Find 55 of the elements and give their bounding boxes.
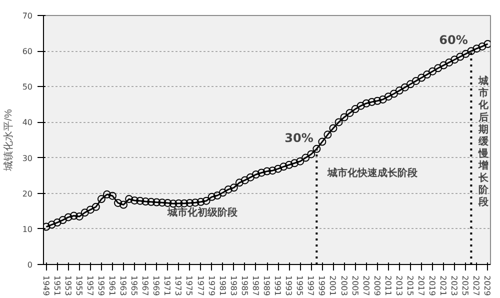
x-tick-label: 1987	[250, 276, 260, 296]
x-tick-label: 1995	[295, 276, 304, 296]
x-tick-label: 2009	[372, 276, 382, 296]
x-tick-label: 2001	[328, 276, 338, 296]
x-tick-label: 1967	[140, 276, 150, 296]
x-tick-label: 1953	[63, 276, 72, 296]
annotation: 城市化初级阶段	[166, 206, 239, 218]
y-tick-label: 0	[27, 260, 33, 270]
x-tick-label: 1993	[284, 276, 294, 296]
y-axis-title: 城镇化水平/%	[2, 109, 14, 172]
x-tick-label: 1961	[107, 276, 116, 296]
annotation: 30%	[284, 130, 314, 145]
x-tick-label: 2021	[438, 276, 448, 296]
x-tick-label: 1949	[41, 276, 50, 296]
x-tick-label: 2025	[460, 276, 470, 296]
x-tick-label: 1991	[273, 276, 282, 296]
y-tick-label: 60	[22, 47, 33, 56]
x-tick-label: 1989	[262, 276, 271, 296]
x-tick-label: 1979	[206, 276, 216, 296]
x-tick-label: 1981	[218, 276, 227, 296]
annotation: 60%	[439, 33, 468, 48]
x-tick-label: 2003	[339, 276, 348, 296]
x-tick-label: 1983	[228, 276, 238, 296]
x-tick-label: 1997	[306, 276, 316, 296]
x-tick-label: 1959	[96, 276, 106, 296]
x-tick-label: 2027	[472, 276, 481, 296]
x-tick-label: 1963	[118, 276, 128, 296]
x-tick-label: 2023	[450, 276, 459, 296]
x-tick-label: 1955	[74, 276, 84, 296]
x-tick-label: 1973	[174, 276, 183, 296]
x-tick-label: 1975	[184, 276, 194, 296]
x-tick-label: 1985	[240, 276, 249, 296]
y-tick-label: 40	[22, 118, 33, 128]
text: 城市化后期缓慢增长阶段	[478, 76, 488, 208]
x-tick-label: 1965	[130, 276, 139, 296]
x-tick-label: 2007	[361, 276, 370, 296]
x-tick-label: 2017	[416, 276, 426, 296]
x-tick-label: 1951	[52, 276, 62, 296]
y-tick-label: 30	[22, 154, 33, 163]
y-tick-label: 20	[22, 189, 33, 198]
x-tick-label: 1957	[85, 276, 94, 296]
y-tick-label: 10	[22, 224, 33, 234]
annotation: 城市化快速成长阶段	[326, 167, 419, 180]
y-tick-label: 70	[22, 12, 33, 20]
x-tick-label: 1999	[317, 276, 326, 296]
x-tick-label: 2013	[394, 276, 404, 296]
x-tick-label: 2011	[383, 276, 392, 296]
x-tick-label: 1971	[162, 276, 172, 296]
x-tick-label: 2019	[428, 276, 437, 296]
x-tick-label: 2029	[482, 276, 492, 296]
x-tick-label: 1969	[152, 276, 161, 296]
x-tick-label: 2015	[405, 276, 414, 296]
y-tick-label: 50	[22, 82, 33, 92]
x-tick-label: 2005	[350, 276, 360, 296]
x-tick-label: 1977	[196, 276, 205, 296]
